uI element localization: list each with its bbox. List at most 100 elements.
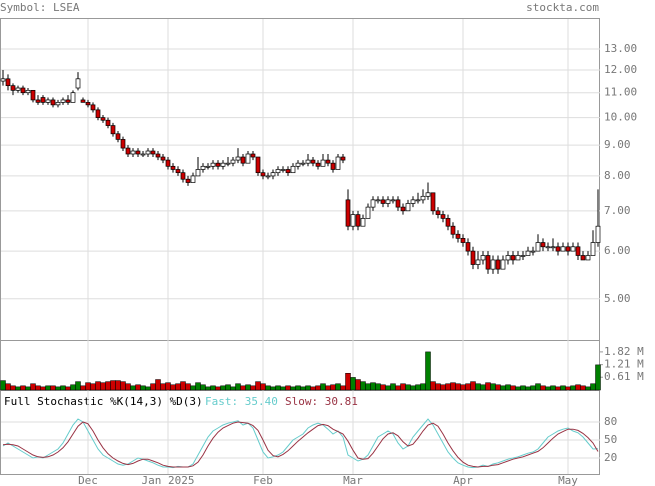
volume-bar <box>505 384 511 391</box>
volume-bar <box>575 384 581 391</box>
candle-body <box>545 246 551 249</box>
candle-body <box>525 250 531 256</box>
candle-body <box>485 255 491 270</box>
candle-body <box>370 199 376 208</box>
candle-body <box>300 162 306 165</box>
volume-bar <box>25 386 31 391</box>
candle-body <box>70 92 76 103</box>
volume-bar <box>145 386 151 391</box>
volume-bar <box>130 385 136 391</box>
volume-bar <box>550 385 556 391</box>
candle-body <box>400 206 406 212</box>
candle-body <box>280 169 286 171</box>
candle-body <box>430 192 436 212</box>
volume-bar <box>310 386 316 391</box>
x-tick-label: Feb <box>253 474 273 486</box>
candle-body <box>590 242 596 256</box>
volume-bar <box>30 383 36 391</box>
volume-bar <box>405 384 411 391</box>
candle-body <box>140 153 146 156</box>
candle-body <box>195 169 201 177</box>
volume-bar <box>495 384 501 391</box>
volume-bar <box>155 379 161 391</box>
volume-bar <box>210 385 216 391</box>
candle-body <box>20 87 26 94</box>
candle-body <box>215 162 221 167</box>
candle-body <box>580 255 586 261</box>
candle-body <box>460 238 466 243</box>
volume-bar <box>225 384 231 391</box>
candle-body <box>50 99 56 106</box>
volume-bar <box>150 383 156 391</box>
candle-body <box>235 156 241 161</box>
y-tick-label: 50 <box>604 433 617 446</box>
y-tick-label: 12.00 <box>604 63 637 76</box>
candle-body <box>85 102 91 106</box>
candle-body <box>30 89 36 101</box>
volume-bar <box>80 385 86 391</box>
candle-body <box>470 250 476 265</box>
candle-body <box>380 199 386 204</box>
volume-bar <box>400 383 406 391</box>
volume-bar <box>60 385 66 391</box>
volume-bar <box>140 385 146 391</box>
volume-bar <box>350 377 356 391</box>
candle-body <box>550 246 556 249</box>
y-tick-label: 8.00 <box>604 169 631 182</box>
volume-bar <box>65 386 71 391</box>
volume-bar <box>185 383 191 391</box>
volume-bar <box>320 383 326 391</box>
volume-bar <box>170 384 176 391</box>
volume-bar <box>115 380 121 391</box>
candle-body <box>225 162 231 165</box>
volume-bar <box>340 385 346 391</box>
y-tick-label: 0.61 M <box>604 370 644 383</box>
x-tick-label: May <box>558 474 578 486</box>
candle-body <box>255 156 261 174</box>
volume-bar <box>245 384 251 391</box>
candle-body <box>555 246 561 252</box>
candle-body <box>395 199 401 208</box>
volume-bar <box>390 383 396 391</box>
volume-bar <box>220 385 226 391</box>
candle-body <box>220 162 226 167</box>
candle-body <box>130 150 136 155</box>
volume-bar <box>20 385 26 391</box>
volume-bar <box>255 381 261 391</box>
volume-bar <box>585 386 591 391</box>
candle-body <box>55 102 61 106</box>
volume-bar <box>270 386 276 391</box>
volume-bar <box>425 351 431 391</box>
candle-body <box>100 117 106 121</box>
volume-bar <box>530 385 536 391</box>
candle-body <box>60 99 66 103</box>
x-tick-label: Mar <box>343 474 363 486</box>
candle-body <box>515 255 521 261</box>
volume-bar <box>565 386 571 391</box>
candle-body <box>310 159 316 164</box>
candle-body <box>405 203 411 212</box>
candle-body <box>335 156 341 170</box>
candle-body <box>175 169 181 174</box>
volume-bar <box>325 385 331 391</box>
y-tick-label: 20 <box>604 451 617 464</box>
volume-bar <box>365 383 371 391</box>
y-tick-label: 11.00 <box>604 86 637 99</box>
volume-bar <box>10 385 16 391</box>
volume-bar <box>500 385 506 391</box>
y-tick-label: 13.00 <box>604 42 637 55</box>
candle-body <box>65 99 71 103</box>
candle-body <box>345 199 351 227</box>
x-tick-label: Jan 2025 <box>142 474 195 486</box>
volume-bar <box>460 384 466 391</box>
volume-bar <box>375 383 381 391</box>
volume-bar <box>515 386 521 391</box>
candle-body <box>245 153 251 164</box>
volume-bar <box>175 383 181 391</box>
candle-body <box>480 255 486 261</box>
candle-body <box>360 218 366 227</box>
candle-body <box>285 169 291 174</box>
candle-body <box>415 199 421 202</box>
y-tick-label: 1.21 M <box>604 358 644 371</box>
candle-body <box>5 78 11 87</box>
